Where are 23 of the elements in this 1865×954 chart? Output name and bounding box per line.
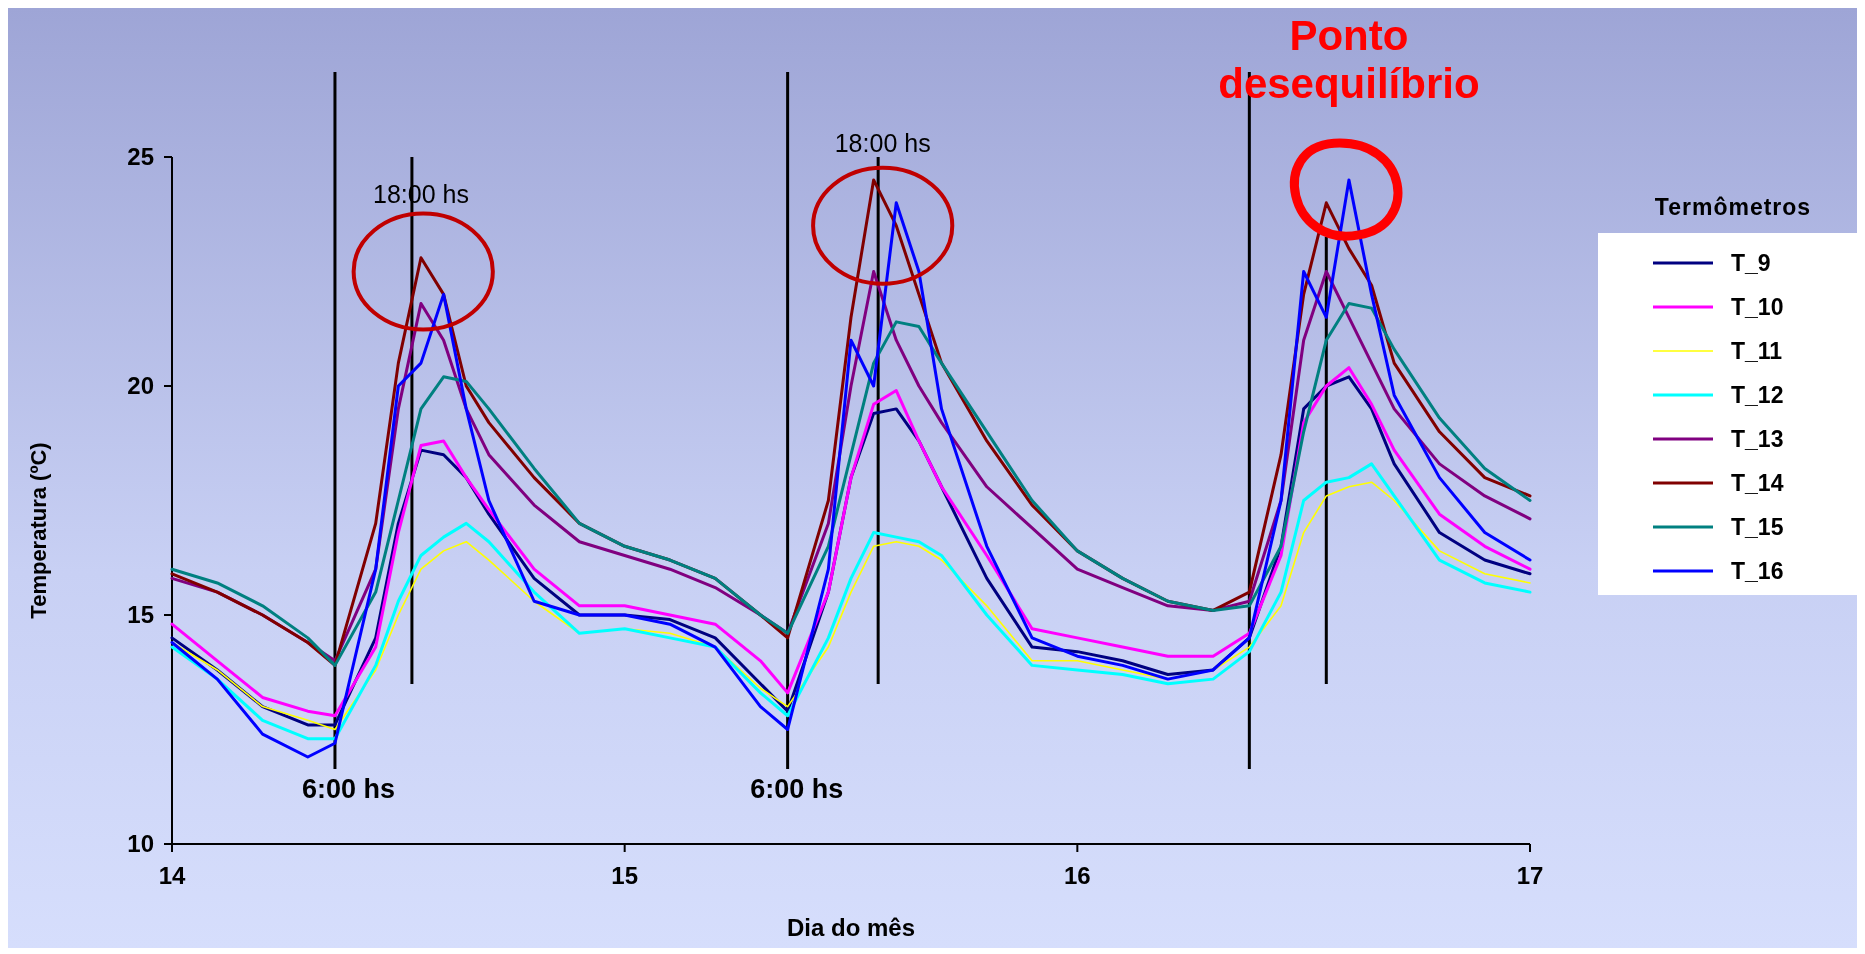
x-tick-label: 15 <box>611 862 639 889</box>
y-tick-label: 10 <box>127 830 154 858</box>
legend-label: T_14 <box>1731 470 1784 497</box>
y-tick-label: 25 <box>127 143 154 171</box>
legend-label: T_13 <box>1731 426 1784 453</box>
annotation: 18:00 hs <box>834 129 931 158</box>
legend-label: T_16 <box>1731 558 1784 585</box>
annotation: 6:00 hs <box>750 774 844 805</box>
x-tick-label: 17 <box>1516 862 1544 889</box>
legend-label: T_9 <box>1731 250 1771 277</box>
y-tick-label: 15 <box>127 601 154 629</box>
y-tick-label: 20 <box>127 372 154 400</box>
legend-label: T_15 <box>1731 514 1784 541</box>
legend-title: Termômetros <box>1654 194 1812 220</box>
annotation: 6:00 hs <box>302 774 396 805</box>
x-tick-label: 14 <box>158 862 186 889</box>
legend-label: T_11 <box>1731 338 1783 365</box>
x-axis-title: Dia do mês <box>786 914 916 941</box>
x-tick-label: 16 <box>1063 862 1091 889</box>
legend-label: T_10 <box>1731 294 1784 321</box>
legend-label: T_12 <box>1731 382 1784 409</box>
y-axis-title: Temperatura (ºC) <box>26 442 51 619</box>
line-series <box>170 178 1532 759</box>
